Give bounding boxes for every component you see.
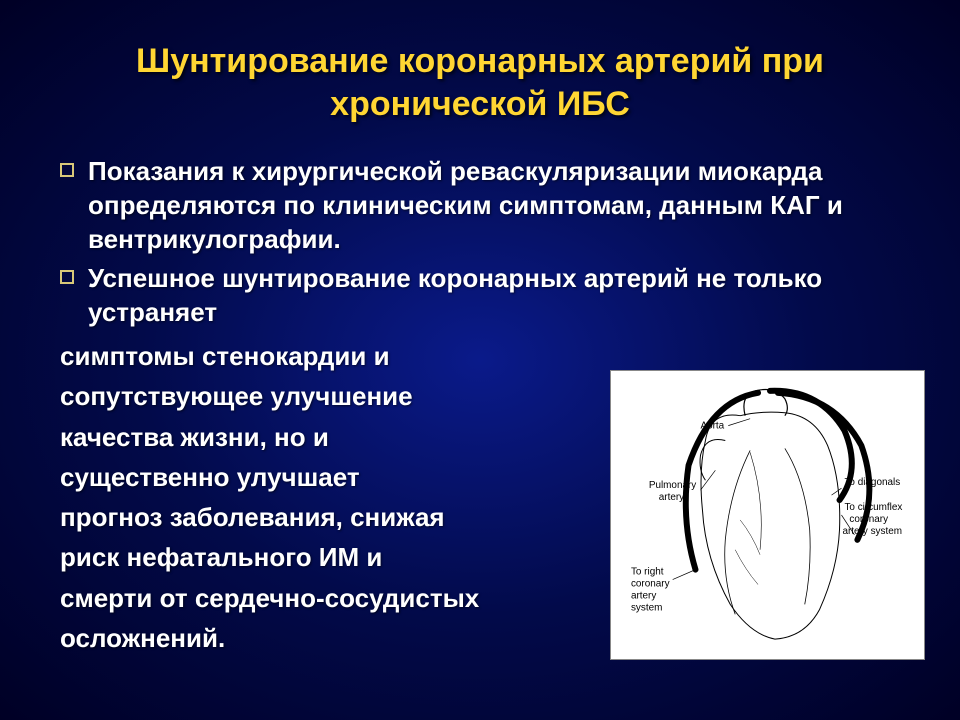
diagram-label: artery [659, 492, 684, 503]
diagram-label: artery system [842, 526, 902, 537]
bullet-text: Показания к хирургической реваскуляризац… [88, 155, 920, 256]
heart-diagram-svg: AortaPulmonaryarteryTo rightcoronaryarte… [611, 371, 924, 659]
heart-diagram: AortaPulmonaryarteryTo rightcoronaryarte… [610, 370, 925, 660]
diagram-label: system [631, 602, 662, 613]
diagram-label: coronary [631, 579, 670, 590]
slide-title: Шунтирование коронарных артерий при хрон… [40, 40, 920, 125]
diagram-label: coronary [849, 514, 888, 525]
bullet-item-2: Успешное шунтирование коронарных артерий… [40, 262, 920, 330]
bullet-text: Успешное шунтирование коронарных артерий… [88, 262, 920, 330]
diagram-label: To diagonals [844, 477, 900, 488]
diagram-label: artery [631, 590, 656, 601]
square-bullet-icon [60, 163, 74, 177]
square-bullet-icon [60, 270, 74, 284]
diagram-label: Pulmonary [649, 480, 696, 491]
bullet-item-1: Показания к хирургической реваскуляризац… [40, 155, 920, 256]
diagram-label: To circumflex [844, 502, 902, 513]
diagram-label: To right [631, 567, 664, 578]
slide: Шунтирование коронарных артерий при хрон… [0, 0, 960, 720]
diagram-label: Aorta [700, 421, 724, 432]
